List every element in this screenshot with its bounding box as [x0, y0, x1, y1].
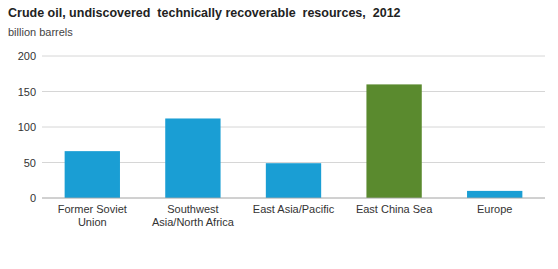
x-tick-label: Former SovietUnion	[58, 203, 127, 228]
title: Crude oil, undiscovered technically reco…	[8, 6, 401, 20]
grid-line	[42, 91, 545, 92]
x-axis-line	[42, 198, 545, 199]
bars	[65, 84, 523, 198]
x-tick-label: Europe	[477, 203, 512, 215]
bar	[165, 118, 220, 198]
bar	[266, 163, 321, 198]
y-tick-label: 50	[24, 157, 36, 169]
x-tick-label: SouthwestAsia/North Africa	[152, 203, 235, 228]
grid-line	[42, 198, 545, 199]
bar	[467, 191, 522, 198]
y-tick-label: 150	[18, 86, 36, 98]
bar	[65, 151, 120, 198]
grid-line	[42, 127, 545, 128]
chart-svg: Crude oil, undiscovered technically reco…	[0, 0, 558, 269]
grid	[42, 56, 545, 198]
subtitle: billion barrels	[8, 26, 73, 38]
grid-line	[42, 56, 545, 57]
x-tick-label: East Asia/Pacific	[253, 203, 335, 215]
x-tick-label: East China Sea	[356, 203, 433, 215]
y-tick-label: 100	[18, 121, 36, 133]
chart-container: Crude oil, undiscovered technically reco…	[0, 0, 558, 269]
y-tick-label: 200	[18, 50, 36, 62]
bar	[366, 84, 421, 198]
y-tick-label: 0	[30, 192, 36, 204]
